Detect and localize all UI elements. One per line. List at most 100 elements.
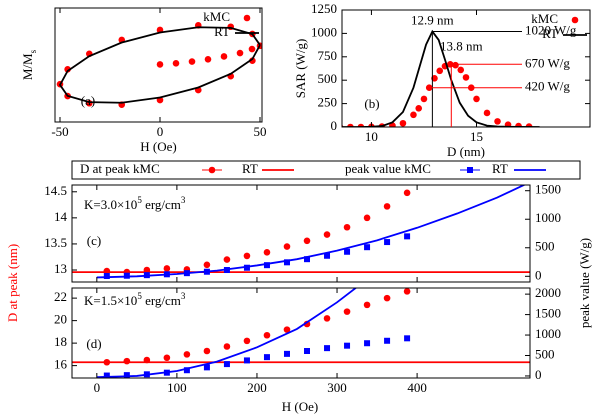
marker: [415, 104, 423, 112]
marker: [403, 288, 411, 295]
marker: [446, 60, 454, 68]
y-axis-label-text: D at peak (nm): [5, 244, 20, 322]
guide-value-label: 420 W/g: [525, 79, 570, 94]
marker: [343, 223, 351, 231]
marker: [384, 337, 391, 344]
marker: [425, 84, 433, 91]
marker: [404, 233, 411, 240]
marker: [203, 364, 210, 371]
series-line: [342, 29, 540, 127]
y-tick-label: 14: [54, 209, 68, 224]
marker: [263, 354, 270, 361]
legend-label: RT: [542, 26, 558, 41]
marker: [243, 357, 250, 364]
x-tick-label: 50: [254, 124, 267, 139]
marker: [303, 237, 311, 245]
x-tick-label: 100: [167, 380, 187, 395]
marker: [473, 95, 480, 103]
marker: [188, 58, 196, 65]
y-axis-label-text: SAR (W/g): [293, 39, 308, 99]
y2-tick-label: 2000: [535, 285, 561, 300]
marker: [410, 111, 417, 119]
y-tick-label: 13: [54, 261, 67, 276]
marker: [363, 214, 371, 222]
marker: [123, 357, 131, 365]
marker: [364, 244, 371, 251]
marker: [324, 345, 331, 352]
annotation-text: erg/cm: [142, 197, 181, 212]
marker: [263, 262, 270, 269]
y-tick-label: 22: [54, 289, 67, 304]
panel-label: (b): [364, 96, 379, 111]
marker: [404, 335, 411, 342]
y-tick-label: 0: [331, 118, 338, 133]
marker: [204, 56, 212, 63]
marker: [223, 343, 231, 350]
marker: [494, 118, 501, 125]
annotation-text: K=1.5×10: [84, 293, 137, 308]
marker: [420, 95, 428, 103]
y-tick-label: 14.5: [44, 183, 67, 198]
marker: [283, 243, 291, 250]
marker: [323, 231, 331, 238]
marker: [223, 361, 230, 368]
y2-tick-label: 500: [535, 239, 555, 254]
y-tick-label: 750: [318, 48, 338, 63]
x-tick-label: 200: [247, 380, 267, 395]
marker: [203, 347, 211, 355]
guide-label: 13.8 nm: [440, 38, 483, 53]
marker: [436, 67, 444, 75]
marker: [283, 350, 290, 357]
guide-label: 12.9 nm: [411, 13, 454, 28]
y-tick-label: 13.5: [44, 235, 67, 250]
y2-tick-label: 1000: [535, 326, 561, 341]
marker: [467, 167, 473, 173]
marker: [243, 337, 251, 345]
marker: [283, 326, 291, 333]
guide-value-label: 1020 W/g: [525, 23, 577, 38]
y-axis-label: D at peak (nm): [5, 244, 20, 322]
annotation: K=1.5×105 erg/cm3: [84, 291, 186, 308]
y-axis-label: SAR (W/g): [293, 39, 308, 99]
x-tick-label: 10: [365, 129, 378, 144]
marker: [383, 294, 391, 302]
marker: [403, 189, 411, 197]
marker: [163, 265, 171, 272]
marker: [483, 109, 491, 117]
marker: [183, 351, 191, 358]
marker: [324, 252, 331, 259]
marker: [504, 121, 512, 127]
marker: [203, 261, 211, 269]
x-axis-label: D (nm): [447, 144, 485, 159]
marker: [399, 119, 407, 127]
x-tick-label: 300: [327, 380, 347, 395]
marker: [123, 372, 130, 378]
x-tick-label: 0: [157, 124, 164, 139]
plot-area: [342, 29, 540, 127]
marker: [457, 66, 465, 74]
marker: [172, 59, 180, 67]
panel-label: (d): [86, 336, 101, 351]
legend-label: RT: [242, 161, 258, 176]
marker: [236, 49, 244, 57]
marker: [163, 354, 171, 362]
marker: [515, 122, 522, 127]
marker: [103, 372, 110, 378]
annotation-sup: 5: [137, 291, 142, 301]
marker: [343, 308, 351, 315]
legend-label: RT: [214, 24, 230, 39]
legend-label: kMC: [531, 11, 558, 26]
x-tick-label: 15: [470, 129, 483, 144]
marker: [243, 14, 251, 22]
marker: [384, 239, 391, 246]
marker: [452, 61, 459, 69]
marker: [156, 61, 164, 68]
y-tick-label: 18: [54, 334, 67, 349]
marker: [243, 264, 250, 271]
axes-frame: [71, 287, 531, 379]
marker: [383, 203, 391, 210]
marker: [208, 166, 216, 174]
panel-label: (a): [81, 93, 95, 108]
